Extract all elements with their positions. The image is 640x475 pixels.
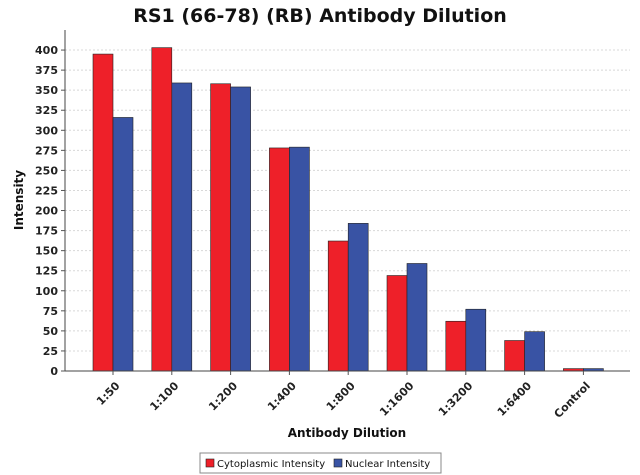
axes [64,30,630,372]
y-tick-label: 375 [35,64,58,77]
y-axis-label: Intensity [12,170,26,230]
bar-nuclear-intensity [289,146,310,372]
bar-cytoplasmic-intensity [92,53,114,372]
y-tick-label: 200 [35,205,58,218]
bar-nuclear-intensity [230,86,251,372]
chart-title: RS1 (66-78) (RB) Antibody Dilution [133,5,507,27]
y-tick-label: 175 [35,225,58,238]
bar-nuclear-intensity [112,117,134,372]
x-tick-label: 1:400 [265,379,299,413]
bar-nuclear-intensity [524,331,545,372]
y-tick-label: 100 [35,285,58,298]
legend-swatch [333,458,343,468]
y-tick-label: 300 [35,124,58,137]
bar-cytoplasmic-intensity [269,147,290,372]
legend-label: Nuclear Intensity [345,459,430,470]
y-tick-label: 150 [35,245,58,258]
x-tick-label: 1:800 [324,379,358,413]
y-tick-label: 25 [43,345,58,358]
y-axis-ticks: 0 25 50 75 100 125 150 175 200 225 250 275 300 325 350… [35,44,65,378]
bar-cytoplasmic-intensity [386,275,408,372]
x-tick-label: 1:3200 [436,379,476,419]
legend-label: Cytoplasmic Intensity [217,459,325,470]
bar-cytoplasmic-intensity [327,240,349,372]
y-tick-label: 400 [35,44,58,57]
bars [92,47,604,372]
bar-cytoplasmic-intensity [445,320,467,372]
bar-cytoplasmic-intensity [210,83,231,372]
y-tick-label: 350 [35,84,58,97]
y-tick-label: 50 [43,325,59,338]
x-axis-label: Antibody Dilution [288,426,406,440]
bar-cytoplasmic-intensity [151,47,173,372]
x-tick-label: 1:100 [147,379,181,413]
y-tick-label: 225 [35,184,58,197]
x-tick-label: 1:200 [206,379,240,413]
y-tick-label: 275 [35,144,58,157]
bar-nuclear-intensity [347,223,369,372]
x-tick-label: Control [552,379,593,420]
legend: Cytoplasmic Intensity Nuclear Intensity [199,452,442,474]
legend-swatch [205,458,215,468]
bar-nuclear-intensity [171,82,193,372]
x-tick-label: 1:1600 [377,379,417,419]
y-tick-label: 0 [50,365,58,378]
x-axis-ticks: 1:50 1:100 1:200 1:400 1:800 1:1600 1:3200 1:64… [94,371,593,421]
y-tick-label: 125 [35,265,58,278]
bar-nuclear-intensity [465,308,487,372]
bar-nuclear-intensity [406,263,428,372]
y-tick-label: 250 [35,164,58,177]
x-tick-label: 1:50 [94,379,123,408]
y-tick-label: 325 [35,104,58,117]
y-tick-label: 75 [43,305,58,318]
bar-cytoplasmic-intensity [504,340,525,372]
legend-box [199,452,442,474]
x-tick-label: 1:6400 [495,379,535,419]
